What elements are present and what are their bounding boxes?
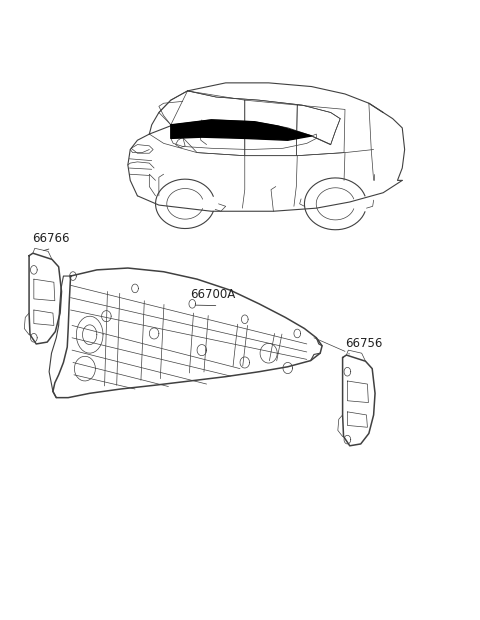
Text: 66756: 66756 [345,337,383,350]
Text: 66766: 66766 [33,232,70,245]
Polygon shape [171,120,312,140]
Text: 66700A: 66700A [190,288,235,301]
